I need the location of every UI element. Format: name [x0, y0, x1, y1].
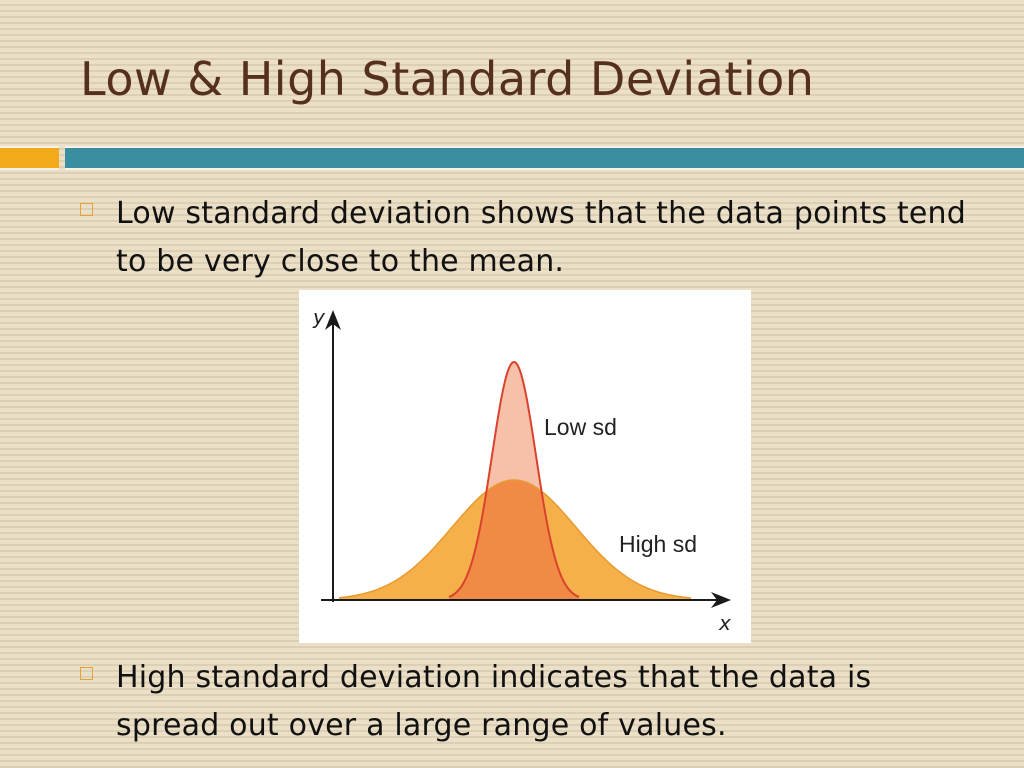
square-bullet-icon [80, 203, 93, 216]
title-divider [0, 140, 1024, 174]
overlap-region [449, 480, 579, 600]
bullet-text: Low standard deviation shows that the da… [116, 196, 966, 279]
bullet-text: High standard deviation indicates that t… [116, 660, 872, 743]
distribution-curves-svg: y x Low sd High sd [312, 305, 731, 635]
high-sd-label: High sd [619, 531, 697, 557]
low-sd-label: Low sd [544, 414, 617, 440]
y-axis-arrow-icon [325, 310, 341, 330]
high-sd-curve-outline [338, 479, 692, 599]
low-sd-curve-outline [448, 360, 580, 598]
y-axis-label: y [312, 305, 326, 329]
x-axis-arrow-icon [711, 592, 731, 608]
bullet-item-low-sd: Low standard deviation shows that the da… [80, 190, 980, 286]
bullet-item-high-sd: High standard deviation indicates that t… [80, 654, 980, 750]
divider-teal-bar [65, 146, 1024, 170]
x-axis-label: x [718, 611, 731, 635]
divider-orange-bar [0, 146, 59, 170]
sd-distribution-figure: y x Low sd High sd [299, 290, 751, 643]
slide-title: Low & High Standard Deviation [80, 52, 815, 106]
square-bullet-icon [80, 667, 93, 680]
